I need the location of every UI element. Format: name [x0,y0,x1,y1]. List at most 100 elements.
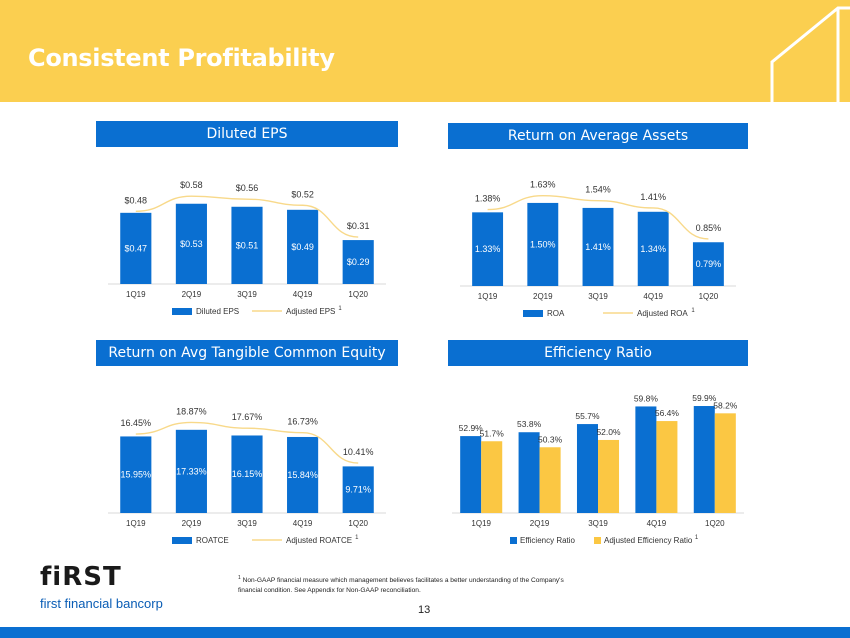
bar [527,202,559,286]
line-value-label: 17.67% [232,412,263,422]
bar-value-label: $0.53 [180,239,203,249]
company-logo: fiRST [40,562,122,592]
bar [460,436,482,513]
bar [342,240,374,284]
bar-value-label: $0.29 [347,257,370,267]
bottom-bar [0,627,850,638]
legend-label: Diluted EPS [196,307,239,316]
bar-value-label: 55.7% [575,411,600,421]
bar-value-label: 50.3% [538,434,563,444]
line-value-label: $0.52 [291,189,314,199]
bar [714,413,736,513]
bar-value-label: 15.84% [287,470,318,480]
legend-label: Adjusted EPS [286,307,335,316]
footnote-text: Non-GAAP financial measure which managem… [238,577,564,595]
legend-label: Efficiency Ratio [520,536,576,545]
bar [576,424,598,513]
adjusted-series-line [135,421,359,464]
bar-value-label: $0.51 [236,240,259,250]
x-tick-label: 2Q19 [530,519,550,528]
bar [656,421,678,513]
bar [175,429,207,513]
bar-value-label: 52.9% [459,423,484,433]
legend-label: Adjusted Efficiency Ratio [604,536,693,545]
bar [231,206,263,284]
legend-swatch [172,537,192,544]
eps-chart: $0.47 1Q19 $0.53 2Q19 $0.51 3Q19 $0.49 4Q19 $0.2… [108,180,386,316]
legend-label: ROATCE [196,536,229,545]
x-tick-label: 1Q20 [699,292,719,301]
roatce-chart: 15.95% 1Q19 17.33% 2Q19 16.15% 3Q19 15.84% 4Q19… [108,406,386,545]
bar-value-label: 59.8% [634,393,659,403]
roatce-header: Return on Avg Tangible Common Equity [96,340,398,366]
roa-chart: 1.33% 1Q19 1.50% 2Q19 1.41% 3Q19 1.34% 4Q19 0.79… [460,180,736,318]
bar-value-label: 1.34% [640,244,666,254]
legend-footnote-marker: 1 [691,308,695,314]
bar [582,207,614,286]
bar-value-label: 1.41% [585,242,611,252]
bar-value-label: 53.8% [517,419,542,429]
roa-header: Return on Average Assets [448,123,748,149]
x-tick-label: 2Q19 [533,292,553,301]
page-number: 13 [418,604,431,616]
x-tick-label: 4Q19 [293,290,313,299]
legend-footnote-marker: 1 [695,535,699,541]
x-tick-label: 3Q19 [237,290,257,299]
legend-swatch [594,537,601,544]
x-tick-label: 4Q19 [647,519,667,528]
footnote: 1 Non-GAAP financial measure which manag… [238,573,578,596]
line-value-label: 10.41% [343,447,374,457]
bar-value-label: 58.2% [713,400,738,410]
bar [287,436,319,513]
bar [120,212,152,284]
x-tick-label: 1Q20 [705,519,725,528]
legend-label: ROA [547,309,565,318]
line-value-label: $0.56 [236,183,259,193]
bar-value-label: 0.79% [696,259,722,269]
house-outline-icon [770,6,850,102]
line-value-label: 1.41% [640,192,666,202]
x-tick-label: 3Q19 [588,292,608,301]
bar [692,242,724,286]
legend-footnote-marker: 1 [355,535,359,541]
legend-swatch [523,310,543,317]
adjusted-series-line [135,195,359,238]
legend-label: Adjusted ROA [637,309,688,318]
line-value-label: $0.48 [125,195,148,205]
x-tick-label: 3Q19 [588,519,608,528]
bar [287,209,319,284]
x-tick-label: 1Q19 [126,519,146,528]
line-value-label: 16.73% [287,417,318,427]
bar [175,203,207,284]
line-value-label: 1.54% [585,185,611,195]
line-value-label: $0.58 [180,180,203,190]
bar [481,441,503,513]
legend-swatch [510,537,517,544]
x-tick-label: 2Q19 [182,519,202,528]
x-tick-label: 4Q19 [293,519,313,528]
legend-label: Adjusted ROATCE [286,536,352,545]
bar-value-label: 59.9% [692,393,717,403]
x-tick-label: 1Q19 [471,519,491,528]
bar [635,406,657,513]
bar-value-label: 1.33% [475,244,501,254]
line-value-label: 16.45% [121,418,152,428]
bar-value-label: 56.4% [655,408,680,418]
bar-value-label: 1.50% [530,239,556,249]
title-banner [0,0,850,102]
line-value-label: 0.85% [696,223,722,233]
adjusted-series-line [487,195,709,240]
x-tick-label: 4Q19 [643,292,663,301]
footnote-marker: 1 [238,575,241,581]
bar [693,406,715,513]
bar [637,211,669,286]
x-tick-label: 1Q20 [348,290,368,299]
x-tick-label: 1Q20 [348,519,368,528]
bar [120,436,152,513]
legend-footnote-marker: 1 [338,306,342,312]
line-value-label: 1.63% [530,180,556,190]
bar-value-label: 17.33% [176,466,207,476]
x-tick-label: 1Q19 [126,290,146,299]
x-tick-label: 1Q19 [478,292,498,301]
bar-value-label: 9.71% [345,485,371,495]
